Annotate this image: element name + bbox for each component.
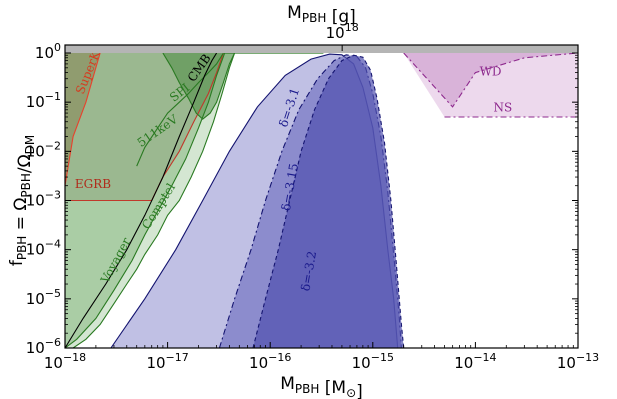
y-tick-label: 10−1 bbox=[26, 90, 61, 111]
y-axis-title: fPBH = ΩPBH/ΩDM bbox=[7, 135, 37, 266]
x-tick-label: 10−18 bbox=[44, 351, 86, 372]
series-2-line bbox=[252, 54, 405, 348]
series-1-line bbox=[218, 54, 402, 348]
constraint-egrb-line bbox=[65, 53, 224, 202]
annotation-wd: WD bbox=[480, 64, 502, 78]
pbh-series bbox=[110, 53, 405, 348]
annotation-3-2: δ=-3.2 bbox=[298, 250, 319, 292]
x-tick-label: 10−16 bbox=[249, 351, 291, 372]
y-tick-label: 10−5 bbox=[26, 287, 61, 308]
constraint-511kev-line bbox=[136, 53, 224, 167]
constraint-spi-line bbox=[162, 53, 236, 120]
x-tick-label: 10−13 bbox=[557, 351, 599, 372]
y-tick-label: 10−6 bbox=[26, 336, 61, 357]
plot-frame bbox=[64, 44, 579, 349]
x-tick-label: 10−14 bbox=[454, 351, 496, 372]
x-axis-title: MPBH [M⊙] bbox=[280, 374, 363, 399]
x-tick-label: 10−17 bbox=[146, 351, 188, 372]
annotation-ns: NS bbox=[494, 100, 513, 114]
constraint-ns-fill bbox=[403, 53, 578, 117]
x-top-tick-label: 1018 bbox=[326, 21, 359, 42]
constraint-cmb-line bbox=[65, 53, 218, 348]
y-tick-label: 100 bbox=[35, 41, 61, 62]
constraint-wd-fill bbox=[403, 53, 578, 107]
annotation-egrb: EGRB bbox=[75, 177, 111, 191]
constraint-regions bbox=[65, 53, 578, 348]
series-2-fill bbox=[253, 55, 404, 348]
x-tick-label: 10−15 bbox=[352, 351, 394, 372]
axis-ticks: 10−18 10−17 10−16 10−15 10−14 10−13 10−6 10−5 10… bbox=[26, 21, 599, 372]
constraint-spi-fill bbox=[162, 53, 235, 120]
constraint-comptel-line bbox=[72, 53, 236, 348]
x-top-axis-title: MPBH [g] bbox=[287, 3, 356, 27]
y-tick-label: 10−4 bbox=[26, 238, 61, 259]
y-tick-label: 10−2 bbox=[26, 139, 61, 160]
constraint-wd-line bbox=[403, 53, 578, 108]
top-grey-band bbox=[65, 45, 578, 53]
y-tick-label: 10−3 bbox=[26, 189, 61, 210]
constraint-voyager-line bbox=[65, 53, 226, 348]
constraint-superk-line bbox=[65, 53, 101, 186]
constraint-superk-fill bbox=[65, 53, 101, 186]
